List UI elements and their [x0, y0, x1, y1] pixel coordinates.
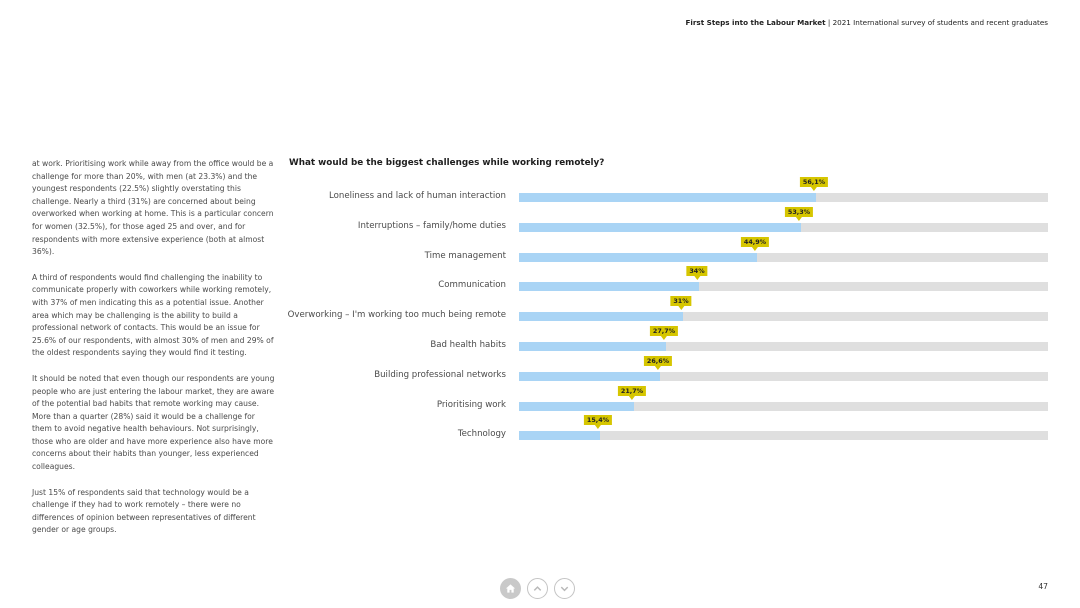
bar-track [519, 223, 1048, 232]
paragraph: It should be noted that even though our … [32, 373, 275, 472]
bar-value-label: 31% [670, 296, 692, 310]
bar [519, 372, 660, 381]
bar-category-label: Interruptions – family/home duties [357, 221, 506, 231]
bar [519, 193, 816, 202]
home-icon [505, 584, 516, 593]
bar-track [519, 312, 1048, 321]
bar [519, 402, 634, 411]
bar-value-label: 26,6% [643, 356, 673, 370]
chevron-up-icon [533, 586, 542, 591]
bar-value-label: 15,4% [583, 415, 613, 429]
paragraph: A third of respondents would find challe… [32, 272, 274, 358]
bar-category-label: Loneliness and lack of human interaction [328, 191, 506, 201]
bar [519, 431, 600, 440]
bar-track [519, 253, 1048, 262]
page-navigation [500, 578, 575, 599]
bar-track [519, 431, 1048, 440]
header-subtitle: 2021 International survey of students an… [832, 18, 1048, 27]
bar-track [519, 402, 1048, 411]
bar-value-label: 27,7% [649, 326, 679, 340]
bar-track [519, 193, 1048, 202]
bar-category-label: Prioritising work [436, 400, 506, 410]
header-separator: | [825, 18, 833, 27]
paragraph: at work. Prioritising work while away fr… [32, 159, 274, 257]
home-button[interactable] [500, 578, 521, 599]
bar-track [519, 342, 1048, 351]
bar-category-label: Building professional networks [374, 370, 506, 380]
bar-category-label: Technology [457, 429, 506, 439]
bar [519, 342, 666, 351]
bar-value-label: 56,1% [799, 177, 829, 191]
body-text-column: at work. Prioritising work while away fr… [32, 158, 277, 550]
bar-track [519, 372, 1048, 381]
page-number: 47 [1038, 582, 1048, 591]
bar-value-label: 53,3% [784, 207, 814, 221]
chevron-down-icon [560, 586, 569, 592]
next-page-button[interactable] [554, 578, 575, 599]
bar [519, 223, 801, 232]
page-header: First Steps into the Labour Market | 202… [686, 18, 1048, 27]
bar [519, 253, 757, 262]
bar [519, 282, 699, 291]
bar-track [519, 282, 1048, 291]
chart-title: What would be the biggest challenges whi… [289, 158, 605, 168]
bar-category-label: Overworking – I'm working too much being… [287, 310, 506, 320]
bar [519, 312, 683, 321]
bar-category-label: Bad health habits [430, 340, 506, 350]
bar-value-label: 21,7% [617, 386, 647, 400]
bar-category-label: Time management [424, 251, 506, 261]
bar-value-label: 44,9% [740, 237, 770, 251]
previous-page-button[interactable] [527, 578, 548, 599]
bar-value-label: 34% [686, 266, 708, 280]
paragraph: Just 15% of respondents said that techno… [32, 487, 256, 535]
header-title: First Steps into the Labour Market [685, 18, 826, 27]
bar-category-label: Communication [438, 280, 506, 290]
